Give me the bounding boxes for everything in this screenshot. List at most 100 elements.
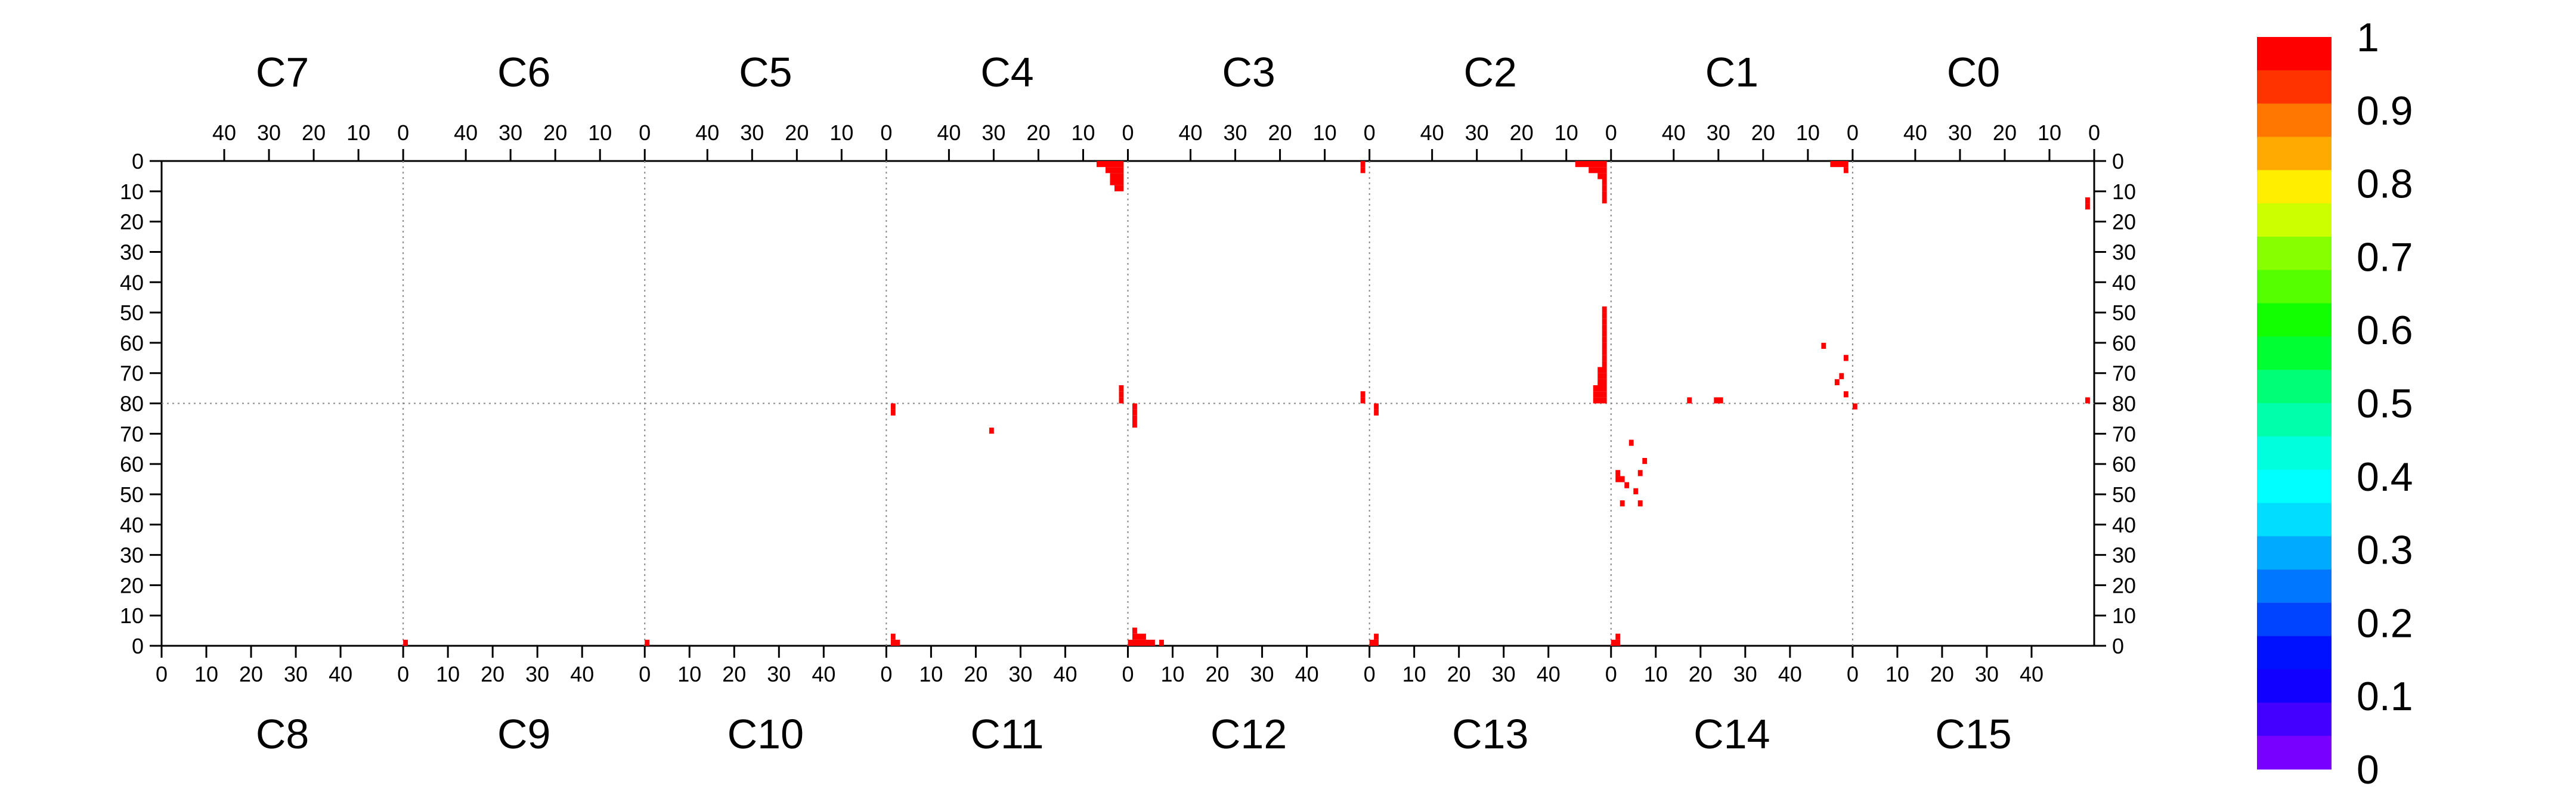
heatmap-cell — [1132, 415, 1137, 422]
x-tick-label-top: 30 — [1948, 120, 1972, 145]
y-tick-label-right: 0 — [2112, 634, 2124, 658]
heatmap-cell — [1132, 639, 1137, 646]
heatmap-cell — [2085, 203, 2090, 210]
x-tick-label-bottom: 40 — [1778, 662, 1802, 686]
x-tick-label-bottom: 10 — [1885, 662, 1909, 686]
sector-label-top: C1 — [1705, 49, 1758, 95]
heatmap-cell — [895, 639, 900, 646]
y-tick-label-left: 50 — [120, 301, 144, 325]
heatmap-cell — [1602, 397, 1607, 404]
x-tick-label-top: 10 — [588, 120, 612, 145]
x-tick-label-top: 30 — [257, 120, 281, 145]
x-tick-label-top: 0 — [397, 120, 409, 145]
heatmap-cell — [890, 633, 896, 640]
sector-label-bottom: C8 — [256, 711, 309, 757]
heatmap-cell — [1602, 330, 1607, 337]
heatmap-cell — [1633, 488, 1639, 494]
x-tick-label-top: 0 — [1847, 120, 1859, 145]
x-tick-label-top: 0 — [880, 120, 892, 145]
colorbar-band — [2257, 702, 2332, 736]
y-tick-label-right: 80 — [2112, 392, 2136, 416]
x-tick-label-bottom: 0 — [1847, 662, 1859, 686]
x-tick-label-top: 10 — [346, 120, 370, 145]
heatmap-cell — [1718, 397, 1723, 404]
heatmap-cell — [1145, 639, 1151, 646]
x-tick-label-top: 40 — [1420, 120, 1444, 145]
heatmap-cell — [1821, 342, 1826, 349]
y-tick-label-right: 20 — [2112, 210, 2136, 234]
sector-label-top: C7 — [256, 49, 309, 95]
sector-label-bottom: C9 — [497, 711, 550, 757]
heatmap-cell — [1597, 397, 1603, 404]
heatmap-cell — [1615, 470, 1621, 476]
colorbar-band — [2257, 569, 2332, 603]
heatmap-cell — [1137, 633, 1142, 640]
heatmap-cell — [1602, 179, 1607, 185]
x-tick-label-top: 30 — [1465, 120, 1489, 145]
heatmap-cell — [1132, 421, 1137, 428]
y-tick-label-right: 50 — [2112, 301, 2136, 325]
heatmap-cell — [1589, 167, 1594, 174]
heatmap-cell — [1852, 403, 1857, 410]
y-tick-label-right: 0 — [2112, 149, 2124, 174]
y-tick-label-left: 30 — [120, 240, 144, 264]
heatmap-cell — [1141, 639, 1146, 646]
y-tick-label-right: 70 — [2112, 422, 2136, 446]
heatmap-cell — [1593, 167, 1598, 174]
heatmap-cell — [1843, 167, 1849, 174]
x-tick-label-bottom: 40 — [570, 662, 594, 686]
colorbar-band — [2257, 636, 2332, 670]
sector-label-bottom: C13 — [1452, 711, 1528, 757]
heatmap-cell — [1597, 161, 1603, 168]
x-tick-label-bottom: 0 — [1364, 662, 1376, 686]
heatmap-cell — [1602, 355, 1607, 361]
heatmap-cell — [1119, 167, 1124, 174]
x-tick-label-top: 0 — [639, 120, 651, 145]
x-tick-label-top: 0 — [1605, 120, 1617, 145]
heatmap-cell — [1597, 379, 1603, 386]
x-tick-label-bottom: 10 — [1160, 662, 1184, 686]
x-tick-label-bottom: 0 — [880, 662, 892, 686]
heatmap-cell — [1628, 439, 1634, 446]
heatmap-cell — [645, 639, 650, 646]
sector-label-bottom: C12 — [1210, 711, 1287, 757]
x-tick-label-top: 40 — [212, 120, 236, 145]
y-tick-label-left: 70 — [120, 361, 144, 386]
heatmap-cell — [1843, 355, 1849, 361]
heatmap-cell — [1602, 324, 1607, 331]
colorbar-band — [2257, 270, 2332, 304]
colorbar-label: 0.4 — [2357, 454, 2413, 500]
heatmap-cell — [1834, 379, 1840, 386]
heatmap-cell — [1150, 639, 1155, 646]
x-tick-label-bottom: 0 — [1122, 662, 1134, 686]
y-tick-label-left: 0 — [132, 634, 144, 658]
heatmap-cell — [1602, 197, 1607, 204]
x-tick-label-top: 20 — [543, 120, 567, 145]
x-tick-label-top: 20 — [785, 120, 809, 145]
y-tick-label-left: 60 — [120, 331, 144, 355]
heatmap-cell — [1128, 639, 1133, 646]
x-tick-label-bottom: 10 — [1644, 662, 1668, 686]
y-tick-label-left: 40 — [120, 513, 144, 537]
heatmap-cell — [1369, 639, 1374, 646]
x-tick-label-bottom: 10 — [919, 662, 943, 686]
heatmap-cell — [1593, 161, 1598, 168]
x-tick-label-bottom: 10 — [436, 662, 460, 686]
x-tick-label-bottom: 20 — [964, 662, 987, 686]
sector-label-top: C0 — [1947, 49, 2000, 95]
y-tick-label-left: 80 — [120, 392, 144, 416]
x-tick-label-bottom: 20 — [1689, 662, 1713, 686]
heatmap-cell — [1620, 476, 1625, 482]
sector-label-top: C3 — [1222, 49, 1275, 95]
x-tick-label-top: 10 — [1555, 120, 1578, 145]
colorbar-band — [2257, 536, 2332, 570]
sector-label-bottom: C15 — [1935, 711, 2011, 757]
heatmap-cell — [1101, 161, 1106, 168]
colorbar-band — [2257, 602, 2332, 637]
heatmap-cell — [1597, 367, 1603, 373]
x-tick-label-bottom: 0 — [156, 662, 168, 686]
heatmap-cell — [1602, 306, 1607, 313]
x-tick-label-bottom: 30 — [767, 662, 791, 686]
heatmap-cell — [1132, 403, 1137, 410]
heatmap-cell — [1132, 409, 1137, 416]
